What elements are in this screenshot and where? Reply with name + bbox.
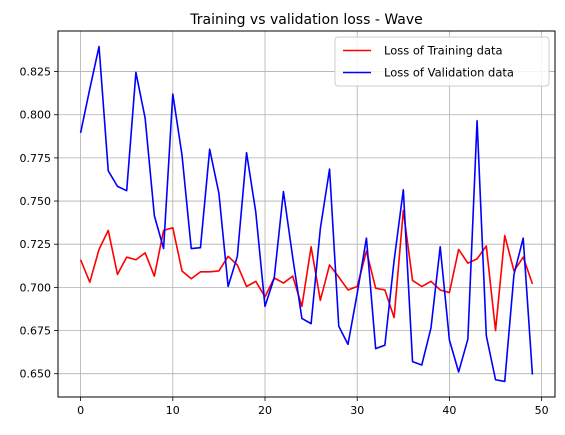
y-tick-label: 0.725 [20, 238, 52, 251]
legend: Loss of Training data Loss of Validation… [335, 37, 549, 86]
x-tick-label: 20 [258, 404, 272, 417]
series-line-training [81, 211, 533, 331]
x-tick-label: 10 [166, 404, 180, 417]
x-tick-label: 0 [77, 404, 84, 417]
y-tick-label: 0.675 [20, 325, 52, 338]
legend-label-validation: Loss of Validation data [384, 66, 514, 80]
y-tick-label: 0.825 [20, 66, 52, 79]
y-tick-label: 0.800 [20, 109, 52, 122]
legend-label-training: Loss of Training data [384, 44, 503, 58]
x-tick-label: 50 [535, 404, 549, 417]
y-tick-label: 0.650 [20, 368, 52, 381]
chart-title: Training vs validation loss - Wave [189, 12, 423, 28]
x-axis: 0 10 20 30 40 50 [77, 397, 549, 417]
y-tick-label: 0.700 [20, 281, 52, 294]
y-tick-label: 0.750 [20, 195, 52, 208]
series-line-validation [81, 47, 533, 382]
x-tick-label: 40 [442, 404, 456, 417]
series-layer [81, 47, 533, 382]
x-tick-label: 30 [350, 404, 364, 417]
y-tick-label: 0.775 [20, 152, 52, 165]
y-axis: 0.650 0.675 0.700 0.725 0.750 0.775 0.800 0.825 [20, 66, 59, 381]
